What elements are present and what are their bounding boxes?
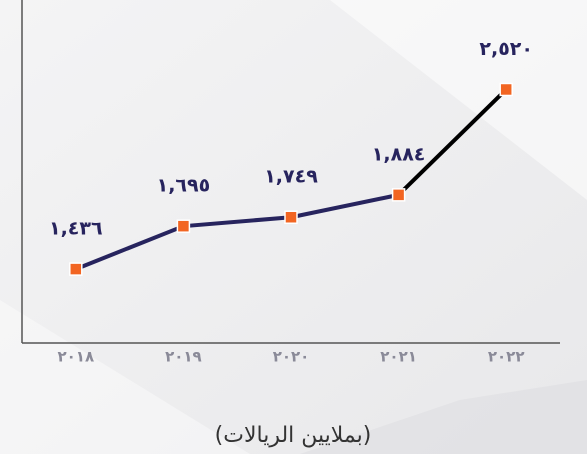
line-segment xyxy=(75,224,185,271)
line-segment xyxy=(183,215,292,229)
x-tick-label: ٢٠٢٢ xyxy=(488,348,525,366)
data-label: ١,٤٣٦ xyxy=(49,218,103,240)
marker xyxy=(391,188,406,202)
data-label: ١,٦٩٥ xyxy=(157,175,211,197)
bg-shape xyxy=(300,380,587,454)
marker xyxy=(284,210,298,224)
axis-label: (بملايين الريالات) xyxy=(215,423,372,448)
marker xyxy=(69,262,83,276)
data-label: ٢,٥٢٠ xyxy=(479,38,533,60)
marker xyxy=(499,82,513,97)
line-segment xyxy=(290,192,400,220)
x-tick-label: ٢٠٢٠ xyxy=(273,348,310,366)
line-segment xyxy=(397,88,508,197)
data-label: ١,٧٤٩ xyxy=(264,166,318,188)
data-label: ١,٨٨٤ xyxy=(372,143,426,165)
marker xyxy=(176,219,191,233)
x-tick-label: ٢٠١٨ xyxy=(57,348,94,366)
bg-shape xyxy=(0,300,250,454)
x-tick-label: ٢٠١٩ xyxy=(165,348,202,366)
x-tick-label: ٢٠٢١ xyxy=(380,348,417,366)
bg-shape xyxy=(330,0,587,200)
